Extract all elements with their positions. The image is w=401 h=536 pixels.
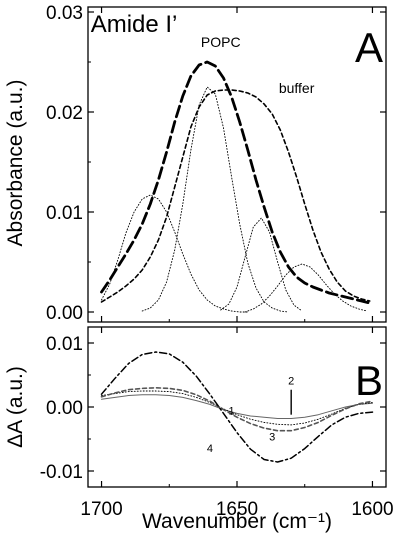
y-axis-title: ΔA (a.u.) bbox=[4, 366, 27, 448]
series-line-buffer bbox=[100, 89, 371, 303]
series-line-POPC bbox=[100, 60, 372, 305]
annotation-label: Amide I’ bbox=[91, 11, 178, 38]
plot-frame bbox=[87, 326, 387, 488]
y-tick-label: 0.00 bbox=[46, 398, 83, 419]
panel-b-difference: -0.01 0.00 0.01 1700 1650 1600 ΔA (a.u.) Wavenu… bbox=[4, 326, 394, 533]
panel-label: B bbox=[355, 357, 383, 404]
y-tick-label: 0.03 bbox=[46, 3, 83, 24]
panel-label: A bbox=[355, 24, 383, 71]
annotation-label: 4 bbox=[207, 443, 213, 455]
x-tick-label: 1700 bbox=[80, 499, 122, 520]
series-line-1 bbox=[101, 394, 373, 419]
annotation-label: 3 bbox=[269, 431, 275, 443]
series-group bbox=[100, 351, 374, 463]
y-axis-title: Absorbance (a.u.) bbox=[4, 80, 27, 247]
x-tick-label: 1650 bbox=[216, 499, 258, 520]
y-tick-label: 0.01 bbox=[46, 203, 83, 224]
series-line-2 bbox=[101, 390, 373, 426]
series-line-component-3 bbox=[220, 217, 303, 312]
series-line-component-2 bbox=[141, 86, 289, 313]
series-line-component-4 bbox=[244, 263, 368, 313]
series-line-3 bbox=[100, 386, 374, 432]
annotation-label: POPC bbox=[201, 34, 241, 50]
y-tick-label: -0.01 bbox=[40, 462, 83, 483]
x-axis-title: Wavenumber (cm⁻¹) bbox=[142, 510, 332, 533]
y-tick-label: 0.00 bbox=[46, 303, 83, 324]
series-line-4 bbox=[100, 351, 374, 463]
y-tick-label: 0.01 bbox=[46, 334, 83, 355]
y-tick-label: 0.02 bbox=[46, 103, 83, 124]
series-group bbox=[100, 60, 372, 313]
annotation-label: buffer bbox=[279, 80, 315, 96]
annotation-label: 2 bbox=[288, 376, 294, 388]
plot-frame bbox=[87, 6, 387, 323]
annotation-label: 1 bbox=[229, 406, 235, 418]
x-tick-label: 1600 bbox=[351, 499, 393, 520]
series-line-component-1 bbox=[101, 194, 249, 313]
panel-a-absorbance: 0.00 0.01 0.02 0.03 Absorbance (a.u.) A Amide … bbox=[4, 3, 387, 324]
